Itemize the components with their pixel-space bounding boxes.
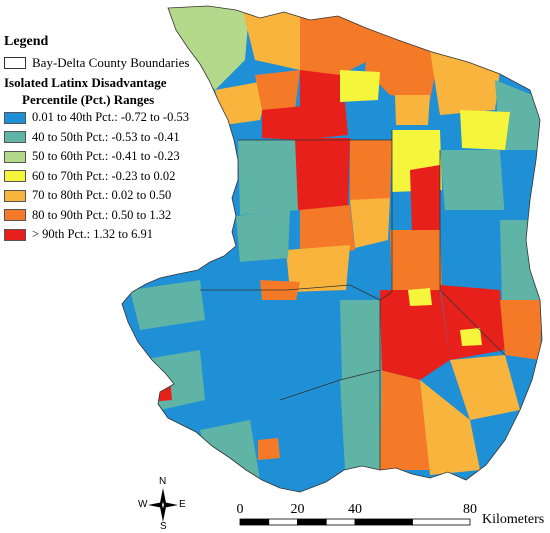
class-swatch (4, 150, 26, 163)
index-subtitle: Percentile (Pct.) Ranges (22, 92, 155, 107)
scale-segment (239, 518, 270, 526)
legend: Legend Bay-Delta County Boundaries Isola… (4, 34, 219, 245)
class-swatch (4, 209, 26, 222)
legend-classes: 0.01 to 40th Pct.: -0.72 to -0.53 40 to … (4, 108, 219, 245)
scale-segment (412, 518, 471, 526)
scale-units: Kilometers (482, 512, 545, 527)
class-swatch (4, 111, 26, 124)
legend-class: 70 to 80th Pct.: 0.02 to 0.50 (4, 186, 219, 206)
scale-tick-label: 80 (463, 502, 477, 517)
scale-tick-label: 0 (236, 502, 244, 517)
county-boundaries (121, 5, 543, 493)
legend-class: 40 to 50th Pct.: -0.53 to -0.41 (4, 128, 219, 148)
boundary-label: Bay-Delta County Boundaries (32, 55, 190, 70)
compass-w: W (138, 499, 148, 510)
legend-class: 60 to 70th Pct.: -0.23 to 0.02 (4, 167, 219, 187)
class-label: 60 to 70th Pct.: -0.23 to 0.02 (32, 168, 176, 183)
scale-bar-graphic (239, 518, 471, 526)
class-label: 80 to 90th Pct.: 0.50 to 1.32 (32, 207, 172, 222)
class-label: 70 to 80th Pct.: 0.02 to 0.50 (32, 188, 172, 203)
compass-n: N (159, 476, 167, 487)
compass-e: E (179, 499, 186, 510)
class-label: > 90th Pct.: 1.32 to 6.91 (32, 227, 153, 242)
class-label: 0.01 to 40th Pct.: -0.72 to -0.53 (32, 110, 189, 125)
scale-segment (268, 518, 298, 526)
index-title: Isolated Latinx Disadvantage (4, 75, 167, 90)
scale-tick-label: 20 (290, 502, 305, 517)
class-swatch (4, 131, 26, 144)
class-swatch (4, 189, 26, 202)
legend-boundary-entry: Bay-Delta County Boundaries (4, 52, 219, 74)
legend-class: > 90th Pct.: 1.32 to 6.91 (4, 225, 219, 245)
class-label: 50 to 60th Pct.: -0.41 to -0.23 (32, 149, 180, 164)
class-label: 40 to 50th Pct.: -0.53 to -0.41 (32, 129, 180, 144)
scale-segment (297, 518, 327, 526)
compass-rose-icon (148, 488, 178, 522)
class-swatch (4, 170, 26, 183)
class-swatch (4, 228, 26, 241)
legend-class: 50 to 60th Pct.: -0.41 to -0.23 (4, 147, 219, 167)
scale-bar: 0 20 40 80 (236, 502, 478, 528)
north-arrow: N S E W (138, 476, 188, 532)
legend-title: Legend (4, 34, 49, 49)
compass-s: S (160, 521, 167, 532)
legend-class: 80 to 90th Pct.: 0.50 to 1.32 (4, 206, 219, 226)
scale-segment (354, 518, 413, 526)
scale-segment (325, 518, 356, 526)
legend-class: 0.01 to 40th Pct.: -0.72 to -0.53 (4, 108, 219, 128)
scale-tick-label: 40 (348, 502, 362, 517)
boundary-swatch (4, 57, 26, 69)
